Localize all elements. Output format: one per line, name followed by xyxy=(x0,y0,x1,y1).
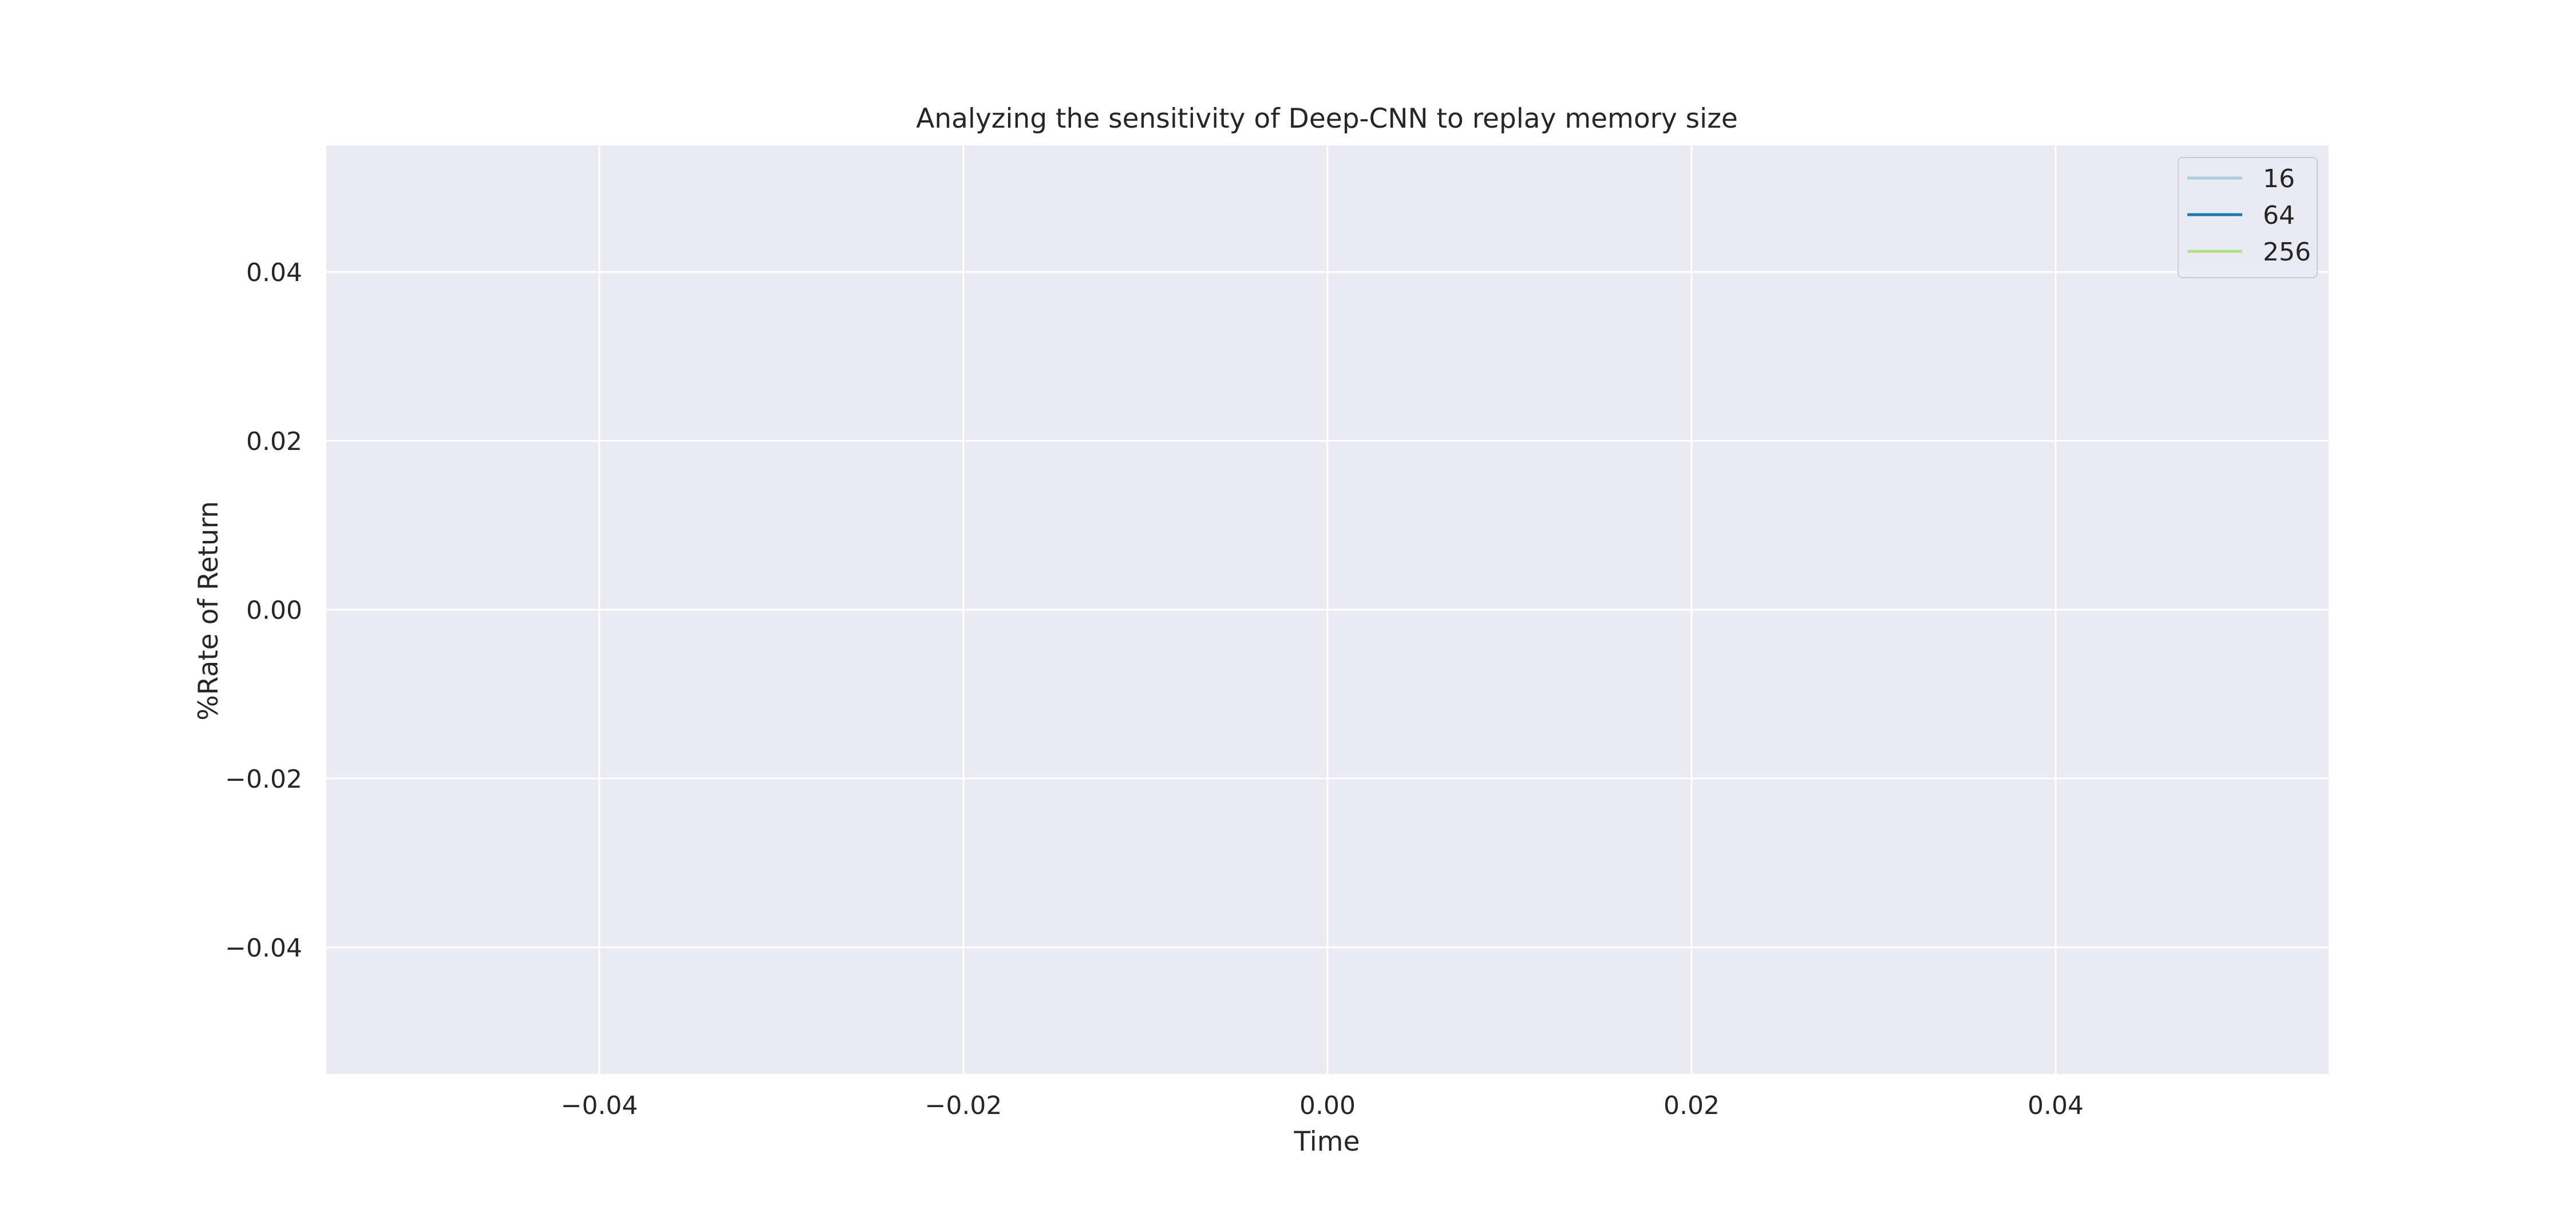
x-tick-label: 0.04 xyxy=(2028,1091,2084,1120)
y-tick-label: −0.04 xyxy=(225,934,302,963)
legend: 16 64 256 xyxy=(2178,157,2318,278)
legend-label: 256 xyxy=(2263,238,2311,267)
x-tick-label: −0.02 xyxy=(925,1091,1002,1120)
x-tick-label: 0.00 xyxy=(1299,1091,1356,1120)
x-tick-label: −0.04 xyxy=(561,1091,638,1120)
y-tick-label: −0.02 xyxy=(225,765,302,794)
y-gridlines xyxy=(326,271,2329,949)
x-axis-label: Time xyxy=(1293,1126,1360,1157)
y-tick-label: 0.04 xyxy=(246,258,302,287)
y-tick-label: 0.00 xyxy=(246,596,302,625)
x-tick-label: 0.02 xyxy=(1664,1091,1720,1120)
y-tick-labels: 0.04 0.02 0.00 −0.02 −0.04 xyxy=(225,258,302,963)
legend-frame xyxy=(2178,157,2318,278)
legend-label: 16 xyxy=(2263,164,2295,193)
x-tick-labels: −0.04 −0.02 0.00 0.02 0.04 xyxy=(561,1091,2084,1120)
y-axis-label: %Rate of Return xyxy=(193,501,224,721)
y-tick-label: 0.02 xyxy=(246,427,302,456)
chart-title: Analyzing the sensitivity of Deep-CNN to… xyxy=(916,103,1738,135)
legend-label: 64 xyxy=(2263,201,2295,230)
